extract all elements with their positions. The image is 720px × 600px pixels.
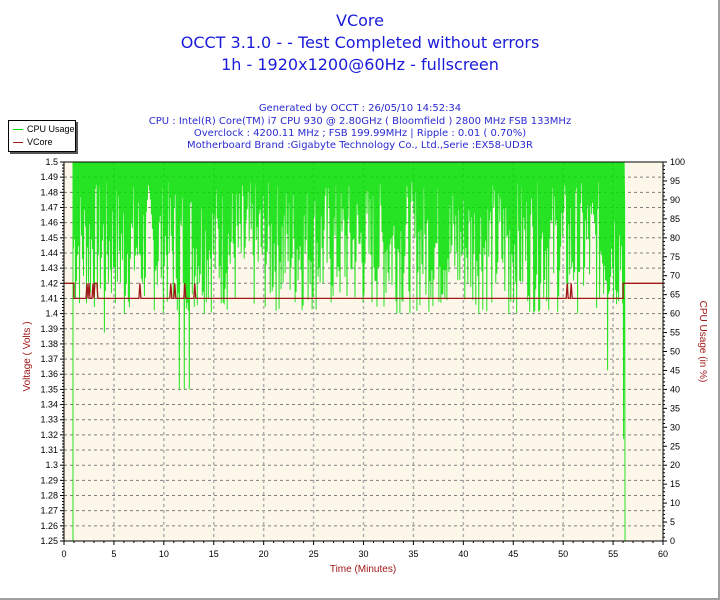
y-tick-label: 1.36 <box>40 369 58 379</box>
y2-tick-label: 25 <box>670 441 680 451</box>
y-tick-label: 1.43 <box>40 263 58 273</box>
overclock-info: Overclock : 4200.11 MHz ; FSB 199.99MHz … <box>193 128 527 139</box>
cpu-usage-line <box>64 161 663 542</box>
vcore-swatch-icon <box>13 141 23 143</box>
test-info: 1h - 1920x1200@60Hz - fullscreen <box>221 55 499 74</box>
chart-title: VCore <box>336 11 384 30</box>
y2-tick-label: 70 <box>670 271 680 281</box>
y-tick-label: 1.48 <box>40 187 58 197</box>
x-tick-label: 20 <box>259 549 269 559</box>
y-tick-label: 1.37 <box>40 354 58 364</box>
motherboard-info: Motherboard Brand :Gigabyte Technology C… <box>187 140 533 151</box>
x-tick-label: 45 <box>508 549 518 559</box>
y2-tick-label: 80 <box>670 233 680 243</box>
y2-tick-label: 55 <box>670 328 680 338</box>
x-tick-label: 30 <box>358 549 368 559</box>
y-tick-label: 1.39 <box>40 324 58 334</box>
y-tick-label: 1.42 <box>40 278 58 288</box>
y2-tick-label: 75 <box>670 252 680 262</box>
y-tick-label: 1.35 <box>40 384 58 394</box>
y-tick-label: 1.49 <box>40 172 58 182</box>
y-tick-label: 1.38 <box>40 339 58 349</box>
x-tick-label: 0 <box>61 549 66 559</box>
y2-tick-label: 60 <box>670 309 680 319</box>
y-tick-label: 1.34 <box>40 400 58 410</box>
y2-tick-label: 10 <box>670 498 680 508</box>
y-tick-label: 1.46 <box>40 218 58 228</box>
x-tick-label: 60 <box>658 549 668 559</box>
y-tick-label: 1.4 <box>45 309 58 319</box>
vcore-line <box>64 282 663 300</box>
cpu-info: CPU : Intel(R) Core(TM) i7 CPU 930 @ 2.8… <box>148 116 572 127</box>
y-tick-label: 1.32 <box>40 430 58 440</box>
x-tick-label: 5 <box>111 549 116 559</box>
y2-tick-label: 45 <box>670 365 680 375</box>
y-tick-label: 1.41 <box>40 293 58 303</box>
y2-tick-label: 30 <box>670 422 680 432</box>
y-tick-label: 1.47 <box>40 202 58 212</box>
y2-tick-label: 0 <box>670 536 675 546</box>
y-tick-label: 1.27 <box>40 506 58 516</box>
y-tick-label: 1.45 <box>40 233 58 243</box>
y-tick-label: 1.28 <box>40 491 58 501</box>
y2-tick-label: 20 <box>670 460 680 470</box>
y2-tick-label: 40 <box>670 384 680 394</box>
x-tick-label: 35 <box>408 549 418 559</box>
generated-info: Generated by OCCT : 26/05/10 14:52:34 <box>258 103 462 114</box>
y2-tick-label: 5 <box>670 517 675 527</box>
y2-tick-label: 90 <box>670 195 680 205</box>
y2-axis-title: CPU Usage (in %) <box>697 301 708 383</box>
x-axis-title: Time (Minutes) <box>330 564 396 575</box>
y-axis-title: Voltage ( Volts ) <box>22 321 33 391</box>
y-tick-label: 1.26 <box>40 521 58 531</box>
y-tick-label: 1.31 <box>40 445 58 455</box>
y-tick-label: 1.3 <box>45 460 58 470</box>
y2-tick-label: 50 <box>670 347 680 357</box>
y-tick-label: 1.29 <box>40 475 58 485</box>
x-tick-label: 50 <box>558 549 568 559</box>
x-tick-label: 15 <box>209 549 219 559</box>
y2-tick-label: 95 <box>670 176 680 186</box>
y2-tick-label: 85 <box>670 214 680 224</box>
chart-subtitle: OCCT 3.1.0 - - Test Completed without er… <box>180 33 540 52</box>
y-tick-label: 1.44 <box>40 248 58 258</box>
y2-tick-label: 100 <box>670 157 685 167</box>
legend: CPU Usage VCore <box>8 120 76 152</box>
y2-tick-label: 15 <box>670 479 680 489</box>
y-tick-label: 1.33 <box>40 415 58 425</box>
legend-label: VCore <box>27 137 53 147</box>
x-tick-label: 40 <box>458 549 468 559</box>
y-tick-label: 1.5 <box>45 157 58 167</box>
y2-tick-label: 35 <box>670 403 680 413</box>
legend-label: CPU Usage <box>27 124 75 134</box>
y-tick-label: 1.25 <box>40 536 58 546</box>
y2-tick-label: 65 <box>670 290 680 300</box>
legend-item-vcore: VCore <box>13 136 53 148</box>
x-tick-label: 10 <box>159 549 169 559</box>
legend-item-cpu-usage: CPU Usage <box>13 123 75 135</box>
cpu-usage-swatch-icon <box>13 128 23 130</box>
x-tick-label: 25 <box>309 549 319 559</box>
x-tick-label: 55 <box>608 549 618 559</box>
